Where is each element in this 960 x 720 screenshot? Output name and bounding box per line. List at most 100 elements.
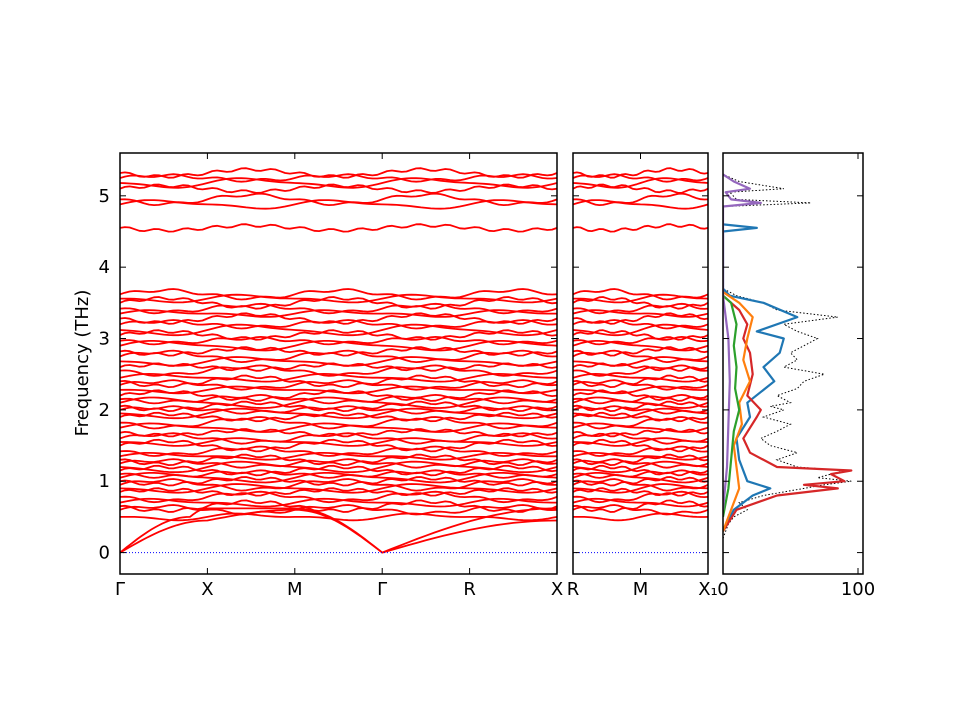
phonon-band-line — [573, 362, 708, 372]
phonon-band-line — [573, 288, 708, 301]
phonon-band-line — [573, 373, 708, 383]
x-tick-label: M — [633, 579, 649, 600]
phonon-band-line — [120, 469, 557, 479]
phonon-band-line — [120, 411, 557, 423]
y-tick-label: 5 — [99, 186, 110, 207]
phonon-band-line — [120, 476, 557, 487]
phonon-band-line — [573, 400, 708, 412]
x-tick-label: R — [567, 579, 580, 600]
phonon-band-line — [120, 437, 557, 447]
phonon-band-line — [573, 293, 708, 304]
partial-dos-line — [723, 291, 754, 532]
phonon-band-line — [120, 385, 557, 395]
phonon-band-line — [573, 504, 708, 516]
phonon-band-line — [573, 223, 708, 233]
phonon-band-line — [120, 340, 557, 352]
x-tick-label: Γ — [115, 579, 125, 600]
acoustic-band-line — [120, 508, 557, 554]
phonon-band-line — [573, 445, 708, 457]
phonon-band-line — [573, 177, 708, 189]
phonon-band-line — [120, 453, 557, 466]
phonon-band-line — [573, 512, 708, 522]
phonon-band-line — [573, 302, 708, 315]
partial-dos-line — [723, 294, 853, 532]
phonon-band-line — [573, 356, 708, 367]
y-tick-label: 1 — [99, 471, 110, 492]
phonon-band-line — [573, 389, 708, 402]
phonon-band-line — [120, 504, 557, 516]
phonon-band-line — [573, 346, 708, 357]
dos-panel-frame — [722, 152, 864, 575]
phonon-band-line — [573, 296, 708, 310]
phonon-band-line — [573, 199, 708, 210]
phonon-band-line — [573, 452, 708, 461]
phonon-band-line — [573, 490, 708, 504]
phonon-band-line — [573, 499, 708, 513]
phonon-band-line — [573, 478, 708, 492]
phonon-band-line — [573, 396, 708, 409]
phonon-band-line — [573, 374, 708, 388]
phonon-band-line — [120, 400, 557, 412]
dos-panel: 0 100 — [717, 152, 875, 600]
phonon-band-line — [120, 374, 557, 388]
phonon-band-line — [573, 323, 708, 337]
phonon-band-line — [120, 407, 557, 420]
phonon-band-line — [573, 379, 708, 391]
phonon-band-line — [573, 432, 708, 445]
phonon-band-line — [120, 379, 557, 391]
x-tick-label: M — [287, 579, 303, 600]
phonon-band-line — [573, 438, 708, 453]
phonon-band-line — [573, 428, 708, 438]
phonon-band-line — [573, 469, 708, 479]
phonon-band-line — [120, 490, 557, 504]
phonon-band-line — [120, 394, 557, 405]
y-tick-label: 2 — [99, 400, 110, 421]
phonon-band-line — [573, 476, 708, 487]
phonon-band-line — [573, 411, 708, 423]
phonon-band-line — [573, 385, 708, 395]
phonon-band-line — [120, 309, 557, 318]
phonon-band-line — [120, 356, 557, 367]
x-tick-label: X₁ — [698, 579, 718, 600]
phonon-band-line — [120, 312, 557, 325]
y-tick-label: 0 — [99, 543, 110, 564]
phonon-band-line — [573, 464, 708, 477]
phonon-band-line — [573, 394, 708, 405]
total-dos-line — [723, 173, 852, 539]
phonon-band-line — [573, 364, 708, 377]
phonon-band-line — [573, 340, 708, 352]
acoustic-band-line — [120, 507, 557, 554]
phonon-band-line — [120, 183, 557, 194]
phonon-band-line — [120, 288, 557, 301]
phonon-band-line — [120, 364, 557, 377]
phonon-band-line — [120, 445, 557, 457]
band-panel-1: Γ X M Γ R X 0 1 2 3 4 5 — [99, 152, 563, 600]
band-panel-2: R M X₁ — [567, 152, 718, 600]
x-tick-label: X — [551, 579, 563, 600]
x-tick-label: X — [201, 579, 213, 600]
phonon-band-line — [120, 428, 557, 438]
x-tick-label: R — [463, 579, 476, 600]
y-tick-label: 4 — [99, 257, 110, 278]
phonon-band-line — [573, 458, 708, 469]
phonon-band-line — [573, 422, 708, 433]
phonon-band-line — [120, 336, 557, 346]
phonon-band-line — [573, 309, 708, 318]
band-panel-1-frame — [119, 152, 558, 575]
phonon-band-line — [573, 497, 708, 508]
phonon-band-line — [573, 453, 708, 466]
phonon-band-line — [120, 346, 557, 357]
phonon-band-line — [120, 458, 557, 469]
phonon-band-line — [120, 499, 557, 513]
phonon-band-line — [573, 192, 708, 206]
phonon-band-line — [120, 452, 557, 461]
phonon-band-line — [120, 167, 557, 179]
phonon-band-line — [573, 312, 708, 325]
phonon-band-line — [573, 483, 708, 494]
phonon-band-line — [120, 483, 557, 494]
phonon-band-line — [120, 319, 557, 330]
phonon-band-line — [120, 192, 557, 206]
partial-dos-line — [723, 223, 799, 532]
phonon-band-line — [120, 497, 557, 508]
partial-dos-line — [723, 294, 741, 518]
